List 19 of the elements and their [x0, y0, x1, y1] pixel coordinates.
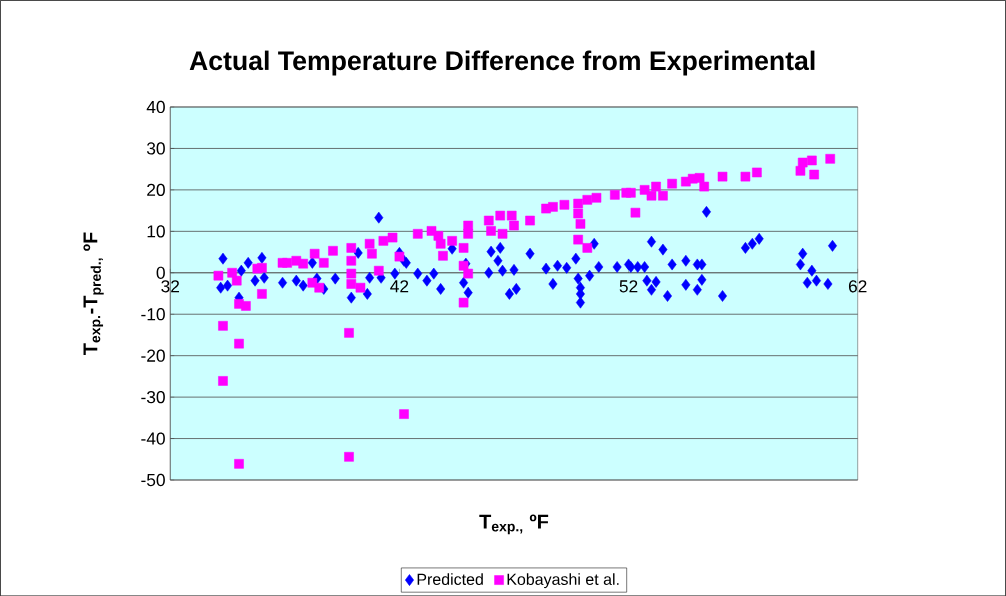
y-tick-label: -30	[141, 390, 165, 404]
y-tick-label: -10	[141, 307, 165, 321]
legend-label: Predicted	[417, 573, 483, 585]
legend-label: Kobayashi et al.	[507, 573, 619, 589]
x-tick-label: 52	[619, 279, 638, 293]
x-tick-label: 62	[848, 279, 867, 293]
y-tick-label: 0	[156, 266, 165, 279]
x-axis-title: T$_{exp.,}$ ºF	[479, 514, 549, 535]
chart-title: Actual Temperature Difference from Experimental	[189, 50, 815, 76]
y-axis-title: T$_{exp.}$-T$_{pred.,}$ ºF	[83, 232, 104, 355]
x-tick-label: 42	[390, 279, 409, 293]
y-tick-label: 20	[147, 183, 165, 196]
y-tick-label: 30	[146, 142, 165, 155]
y-tick-label: 40	[146, 100, 165, 113]
y-tick-label: -40	[141, 432, 165, 445]
y-tick-label: -20	[141, 349, 165, 362]
x-tick-label: 32	[161, 279, 180, 293]
y-tick-label: 10	[147, 225, 165, 238]
y-tick-label: -50	[141, 473, 165, 486]
